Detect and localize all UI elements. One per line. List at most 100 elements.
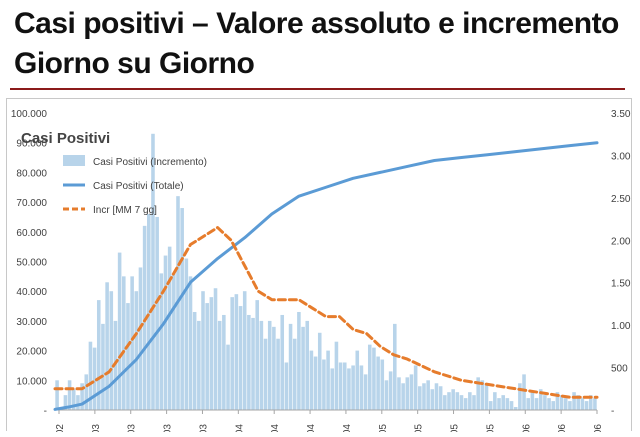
bar — [126, 303, 130, 410]
y-right-tick-label: 3.500 — [611, 109, 631, 120]
x-tick-label: 03 — [163, 424, 174, 432]
bar — [409, 374, 414, 410]
bar — [188, 276, 193, 410]
bar — [518, 383, 522, 410]
y-left-tick-label: 40.000 — [16, 287, 47, 298]
bar — [505, 398, 510, 410]
bar — [572, 392, 576, 410]
legend-swatch-bar — [63, 155, 85, 166]
bar — [476, 377, 480, 410]
lines-layer — [53, 141, 599, 411]
bar — [209, 297, 214, 410]
bar — [543, 395, 547, 410]
bar — [438, 386, 443, 410]
bar — [192, 311, 197, 410]
bar — [547, 398, 551, 410]
bar — [122, 276, 126, 410]
bar — [397, 377, 401, 410]
title-divider — [10, 88, 625, 90]
page-title-line1: Casi positivi – Valore assoluto e increm… — [14, 7, 619, 40]
bar — [172, 273, 176, 410]
y-left-tick-label: 20.000 — [16, 347, 47, 358]
bar — [80, 383, 84, 410]
bar — [363, 374, 368, 410]
x-tick-label: 05 — [414, 424, 425, 432]
bar — [138, 267, 143, 410]
bar — [242, 291, 247, 410]
bar — [451, 389, 455, 410]
bar — [484, 383, 489, 410]
bar — [134, 291, 139, 410]
y-right-tick-label: 1.000 — [611, 321, 631, 332]
bar — [109, 291, 114, 410]
bar — [217, 320, 222, 410]
bars-layer — [55, 133, 597, 410]
bar — [530, 392, 535, 410]
page-title-line2: Giorno su Giorno — [14, 47, 255, 80]
bar — [559, 395, 564, 410]
bar — [355, 350, 360, 410]
bar — [509, 401, 514, 410]
bar — [526, 398, 530, 410]
total-cases-line — [53, 141, 599, 411]
bar — [184, 258, 189, 410]
bar — [380, 359, 385, 410]
legend-label: Casi Positivi (Incremento) — [93, 157, 207, 168]
bar — [367, 344, 372, 410]
bar — [426, 380, 430, 410]
bar — [226, 344, 230, 410]
x-tick-label: 03 — [91, 424, 102, 432]
bar — [280, 314, 285, 410]
bar — [322, 359, 326, 410]
bar — [230, 297, 234, 410]
bar — [480, 380, 485, 410]
bar — [151, 133, 155, 410]
x-tick-label: 04 — [270, 424, 281, 432]
y-right-tick-label: 3.000 — [611, 151, 631, 162]
page-title: Casi positivi – Valore assoluto e increm… — [14, 4, 624, 84]
bar — [96, 300, 101, 410]
bar — [463, 398, 468, 410]
y-right-tick-label: 2.500 — [611, 194, 631, 205]
x-tick-label: 06 — [593, 424, 604, 432]
x-tick-label: 04 — [234, 424, 245, 432]
bar — [284, 362, 289, 410]
bar — [488, 401, 493, 410]
chart-frame: 100.000 90.000 80.000 70.000 60.000 50.000 40.… — [6, 98, 636, 435]
y-right-tick-label: - — [611, 406, 614, 417]
bar — [67, 380, 72, 410]
bar — [155, 216, 159, 410]
bar — [393, 323, 397, 410]
bar — [272, 326, 276, 410]
bar — [167, 246, 172, 410]
bar — [422, 383, 426, 410]
bar — [163, 255, 168, 410]
bar — [538, 389, 543, 410]
y-left-tick-label: 30.000 — [16, 317, 47, 328]
bar — [105, 282, 109, 410]
bar — [501, 395, 505, 410]
bar — [255, 300, 259, 410]
bar — [347, 368, 351, 410]
bar — [55, 380, 59, 410]
y-left-tick-label: 100.000 — [11, 109, 48, 120]
bar — [563, 398, 568, 410]
bar — [267, 320, 272, 410]
y-left-tick-label: 70.000 — [16, 198, 47, 209]
bar — [305, 320, 310, 410]
y-left-tick-label: 60.000 — [16, 228, 47, 239]
bar — [584, 401, 589, 410]
bar — [388, 371, 393, 410]
bar — [351, 365, 355, 410]
bar — [292, 338, 297, 410]
bar — [92, 347, 97, 410]
bar — [418, 386, 422, 410]
bar — [588, 395, 593, 410]
y-left-tick-label: 50.000 — [16, 258, 47, 269]
bar — [238, 306, 243, 410]
y-right-tick-label: 2.000 — [611, 236, 631, 247]
bar — [334, 341, 339, 410]
x-tick-label: 03 — [127, 424, 138, 432]
y-right-tick-label: 1.500 — [611, 279, 631, 290]
bar — [455, 392, 460, 410]
